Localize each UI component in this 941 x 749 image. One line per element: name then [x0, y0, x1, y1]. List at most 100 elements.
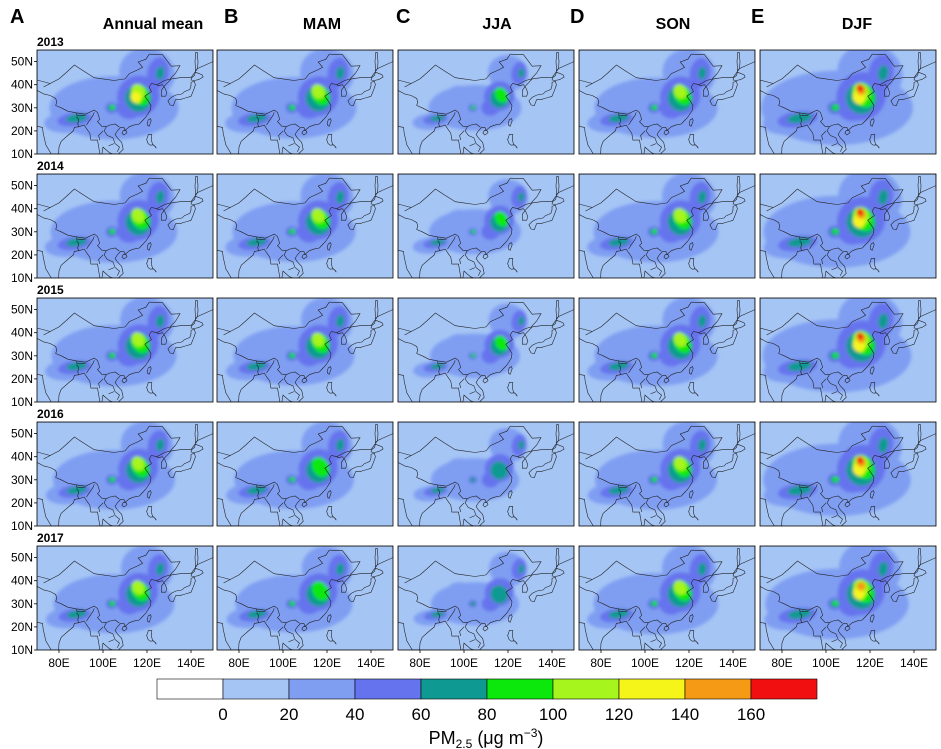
pm25-contour-level-4 — [787, 609, 812, 619]
pm25-contour-level-5 — [832, 228, 839, 234]
pm25-contour-level-6 — [131, 580, 145, 595]
pm25-contour-level-2 — [444, 333, 475, 360]
panel-frame — [397, 421, 575, 527]
pm25-contour-level-9 — [856, 332, 864, 340]
pm25-contour-level-7 — [130, 91, 142, 104]
panel-frame — [397, 297, 575, 403]
lon-tick-label: 140E — [719, 656, 747, 670]
pm25-contour-level-5 — [311, 581, 329, 601]
map-panel-2015-jja — [397, 297, 575, 403]
map-panel-2015-djf — [759, 297, 937, 403]
colorbar-tick-label: 100 — [539, 705, 567, 724]
pm25-contour-level-9 — [856, 84, 864, 92]
pm25-contour-level-6 — [673, 580, 687, 595]
pm25-contour-level-5 — [471, 105, 476, 109]
panel-frame — [759, 173, 937, 279]
year-label-2014: 2014 — [37, 159, 64, 173]
pm25-contour-level-4 — [66, 362, 87, 371]
pm25-contour-level-4 — [518, 316, 525, 326]
panel-frame — [36, 421, 214, 527]
lon-tick-label: 80E — [409, 656, 430, 670]
colorbar-swatch-4 — [420, 678, 488, 700]
coastlines — [760, 174, 936, 278]
map-panel-2015-son — [578, 297, 756, 403]
colorbar-tick-label: 20 — [280, 705, 299, 724]
map-panel-2016-annual-mean — [36, 421, 214, 527]
coastlines — [37, 174, 213, 278]
colorbar-swatch-2 — [288, 678, 356, 700]
panel-frame — [578, 173, 756, 279]
pm25-contour-level-4 — [608, 610, 629, 619]
map-panel-2013-son — [578, 49, 756, 155]
coastlines — [579, 50, 755, 154]
pm25-contour-level-4 — [469, 477, 476, 483]
pm25-plume — [413, 551, 527, 626]
pm25-contour-level-4 — [787, 113, 813, 124]
panel-letter-a: A — [10, 6, 24, 28]
pm25-contour-level-4 — [878, 189, 889, 205]
colorbar-tick-label: 140 — [671, 705, 699, 724]
pm25-contour-level-4 — [246, 362, 267, 371]
lat-tick-label: 30N — [11, 473, 33, 487]
coastlines — [398, 174, 574, 278]
pm25-contour-level-4 — [787, 361, 812, 372]
map-panel-2015-mam — [216, 297, 394, 403]
lon-tick-label: 120E — [133, 656, 161, 670]
pm25-contour-level-4 — [608, 238, 629, 247]
pm25-contour-level-5 — [832, 352, 839, 358]
pm25-contour-level-4 — [336, 314, 345, 328]
colorbar-tick-label: 60 — [412, 705, 431, 724]
lon-tick-label: 120E — [494, 656, 522, 670]
lat-tick-label: 20N — [11, 620, 33, 634]
panel-frame — [759, 297, 937, 403]
coastlines — [217, 174, 393, 278]
pm25-plume — [413, 303, 528, 378]
pm25-contour-level-6 — [311, 332, 325, 347]
colorbar-tick-label: 120 — [605, 705, 633, 724]
coastlines — [217, 298, 393, 402]
pm25-contour-level-4 — [878, 561, 889, 577]
pm25-plume — [225, 298, 355, 386]
panel-frame — [759, 545, 937, 651]
map-panel-2013-annual-mean — [36, 49, 214, 155]
pm25-contour-level-5 — [652, 477, 657, 482]
column-title-mam: MAM — [303, 16, 341, 33]
lat-tick-label: 30N — [11, 101, 33, 115]
pm25-plume — [763, 422, 911, 516]
map-panel-2013-jja — [397, 49, 575, 155]
pm25-contour-level-5 — [494, 211, 509, 227]
column-title-jja: JJA — [482, 16, 512, 33]
column-title-djf: DJF — [842, 16, 872, 33]
pm25-contour-level-4 — [246, 238, 267, 247]
lon-tick-label: 100E — [269, 656, 297, 670]
panel-frame — [759, 421, 937, 527]
pm25-contour-level-6 — [311, 208, 325, 223]
map-panel-2017-djf — [759, 545, 937, 651]
coastlines — [579, 174, 755, 278]
panel-frame — [397, 173, 575, 279]
colorbar-swatch-7 — [618, 678, 686, 700]
map-panel-2014-son — [578, 173, 756, 279]
coastlines — [217, 546, 393, 650]
pm25-contour-level-4 — [698, 438, 707, 452]
pm25-contour-level-5 — [290, 601, 295, 606]
pm25-contour-level-5 — [494, 335, 508, 351]
lat-tick-label: 30N — [11, 225, 33, 239]
colorbar-swatch-1 — [222, 678, 290, 700]
map-panel-2017-jja — [397, 545, 575, 651]
pm25-contour-level-4 — [155, 66, 165, 80]
pm25-contour-level-5 — [311, 457, 330, 478]
pm25-contour-level-4 — [65, 113, 88, 123]
panel-frame — [216, 49, 394, 155]
pm25-contour-level-9 — [856, 208, 864, 216]
pm25-contour-level-4 — [698, 66, 707, 80]
pm25-contour-level-5 — [652, 353, 657, 358]
pm25-contour-level-4 — [877, 65, 889, 82]
pm25-contour-level-4 — [429, 115, 446, 122]
panel-frame — [759, 49, 937, 155]
pm25-contour-level-5 — [110, 601, 115, 606]
lat-tick-label: 40N — [11, 78, 33, 92]
pm25-contour-level-4 — [430, 611, 445, 618]
lat-tick-label: 20N — [11, 124, 33, 138]
